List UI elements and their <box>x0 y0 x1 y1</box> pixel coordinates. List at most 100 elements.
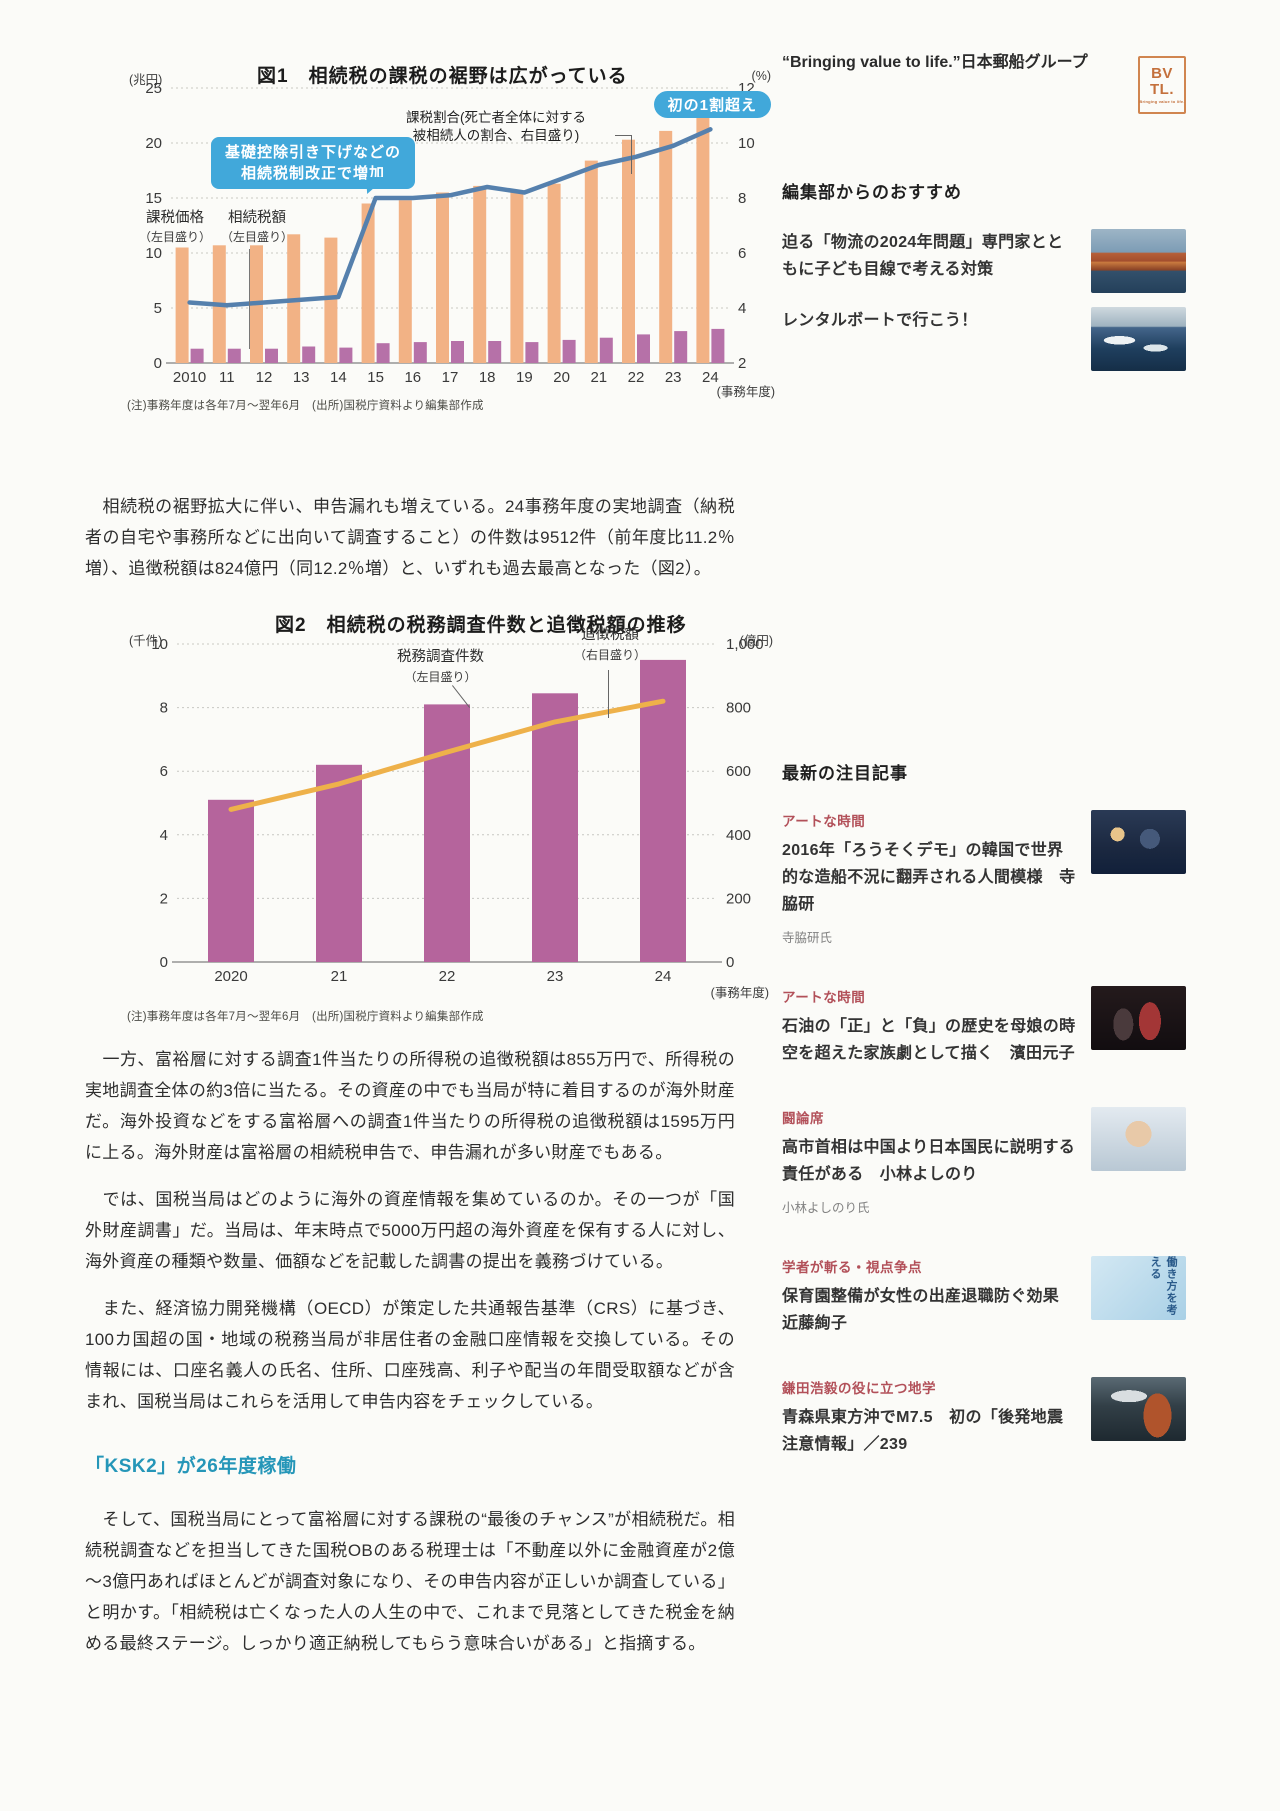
latest-articles-heading: 最新の注目記事 <box>782 764 908 783</box>
svg-text:19: 19 <box>516 369 533 386</box>
thumbnail-vertical-text: 働き方を考える <box>1149 1256 1177 1316</box>
article-column: 図1 相続税の課税の裾野は広がっている (兆円) (%) 0 5 10 15 20 25 2… <box>85 45 775 1659</box>
svg-text:5: 5 <box>154 300 162 317</box>
figure1-callout-line1: 基礎控除引き下げなどの <box>225 144 402 161</box>
film-scene-thumbnail-image[interactable] <box>1091 810 1186 874</box>
figure1-line-series-annotation: 課税割合(死亡者全体に対する 被相続人の割合、右目盛り) <box>377 109 615 145</box>
figure2-chart: 図2 相続税の税務調査件数と追徴税額の推移 (千件) (億円) 0 2 4 6 8 10 0… <box>125 596 775 1028</box>
article-byline: 小林よしのり氏 <box>782 1201 870 1215</box>
svg-text:15: 15 <box>145 190 162 207</box>
sidebar: “Bringing value to life.”日本郵船グループ BV TL.… <box>782 50 1186 1498</box>
article-category-label[interactable]: 学者が斬る・視点争点 <box>782 1260 922 1275</box>
container-port-thumbnail-image[interactable] <box>1091 229 1186 293</box>
article-title[interactable]: 2016年「ろうそくデモ」の韓国で世界的な造船不況に翻弄される人間模様 寺脇研 <box>782 842 1076 913</box>
portrait-thumbnail-image[interactable] <box>1091 1107 1186 1171</box>
svg-text:16: 16 <box>404 369 421 386</box>
figure1-x-axis-unit: (事務年度) <box>716 385 775 399</box>
figure1-bar2-sublabel: （左目盛り） <box>221 229 294 244</box>
recommend-item-rental-boat[interactable]: レンタルボートで行こう！ <box>782 307 1186 371</box>
article-category-label[interactable]: 鎌田浩毅の役に立つ地学 <box>782 1381 936 1396</box>
svg-text:11: 11 <box>219 369 235 386</box>
article-byline: 寺脇研氏 <box>782 931 833 945</box>
figure1-tax-reform-callout: 基礎控除引き下げなどの 相続税制改正で増加 <box>211 137 416 189</box>
bvtl-logo-icon[interactable]: BV TL. Bringing value to life. <box>1138 56 1186 114</box>
article-title[interactable]: 保育園整備が女性の出産退職防ぐ効果 近藤絢子 <box>782 1288 1076 1332</box>
svg-text:10: 10 <box>738 135 755 152</box>
figure1-bar1-label: 課税価格 <box>146 210 204 226</box>
figure1-plot-area: 0 5 10 15 20 25 2 4 6 8 10 12 2010 11 12 13 14 15 16 17 18 19… <box>125 75 775 410</box>
latest-article-geology[interactable]: 鎌田浩毅の役に立つ地学 青森県東方沖でM7.5 初の「後発地震注意情報」／239 <box>782 1377 1186 1458</box>
svg-text:0: 0 <box>726 954 734 971</box>
svg-text:17: 17 <box>442 369 459 386</box>
latest-article-oil-drama[interactable]: アートな時間 石油の「正」と「負」の歴史を母娘の時空を超えた家族劇として描く 濱… <box>782 986 1186 1067</box>
article-title[interactable]: 高市首相は中国より日本国民に説明する責任がある 小林よしのり <box>782 1139 1076 1183</box>
svg-text:6: 6 <box>738 245 746 262</box>
rental-boat-thumbnail-image[interactable] <box>1091 307 1186 371</box>
figure1-bar-label-connector <box>249 249 250 349</box>
paragraph-last-chance: そして、国税当局にとって富裕層に対する課税の“最後のチャンス”が相続税だ。相続税… <box>85 1510 735 1653</box>
svg-text:8: 8 <box>160 700 168 717</box>
svg-text:14: 14 <box>330 369 347 386</box>
article-category-label[interactable]: 闘論席 <box>782 1111 824 1126</box>
figure1-source-note: (注)事務年度は各年7月～翌年6月 (出所)国税庁資料より編集部作成 <box>127 400 484 412</box>
svg-text:21: 21 <box>331 968 348 985</box>
latest-article-candle-demo[interactable]: アートな時間 2016年「ろうそくデモ」の韓国で世界的な造船不況に翻弄される人間… <box>782 810 1186 946</box>
recommend-item-logistics[interactable]: 迫る「物流の2024年問題」専門家とともに子ども目線で考える対策 <box>782 229 1186 293</box>
latest-article-nursery[interactable]: 学者が斬る・視点争点 保育園整備が女性の出産退職防ぐ効果 近藤絢子 働き方を考え… <box>782 1256 1186 1337</box>
svg-text:22: 22 <box>628 369 645 386</box>
recommend-item-title[interactable]: レンタルボートで行こう！ <box>782 312 978 329</box>
bvtl-logo-line1: BV <box>1151 64 1173 82</box>
latest-article-touronseki[interactable]: 闘論席 高市首相は中国より日本国民に説明する責任がある 小林よしのり 小林よしの… <box>782 1107 1186 1216</box>
svg-text:23: 23 <box>665 369 682 386</box>
ad-text[interactable]: “Bringing value to life.”日本郵船グループ <box>782 54 1088 71</box>
svg-text:10: 10 <box>145 245 162 262</box>
article-title[interactable]: 石油の「正」と「負」の歴史を母娘の時空を超えた家族劇として描く 濱田元子 <box>782 1018 1076 1062</box>
figure2-x-axis-unit: (事務年度) <box>710 986 769 1000</box>
figure2-investigation-count-label: 税務調査件数 （左目盛り） <box>363 648 518 687</box>
svg-text:2: 2 <box>160 890 168 907</box>
figure2-plot-area: 0 2 4 6 8 10 0 200 400 600 800 1,000 2020 21 22 23 24 <box>125 636 775 1013</box>
figure1-annotation-connector <box>615 135 632 174</box>
svg-text:400: 400 <box>726 827 751 844</box>
svg-text:23: 23 <box>547 968 564 985</box>
figure2-bar-sublabel: （左目盛り） <box>404 669 477 684</box>
svg-text:15: 15 <box>367 369 384 386</box>
svg-text:20: 20 <box>145 135 162 152</box>
svg-text:24: 24 <box>702 369 719 386</box>
figure1-first-over-10percent-badge: 初の1割超え <box>653 91 771 118</box>
article-category-label[interactable]: アートな時間 <box>782 990 866 1005</box>
article-title[interactable]: 青森県東方沖でM7.5 初の「後発地震注意情報」／239 <box>782 1409 1064 1453</box>
figure1-line-annotation-line2: 被相続人の割合、右目盛り) <box>412 128 580 144</box>
figure2-source-note: (注)事務年度は各年7月～翌年6月 (出所)国税庁資料より編集部作成 <box>127 1011 484 1023</box>
figure1-chart: 図1 相続税の課税の裾野は広がっている (兆円) (%) 0 5 10 15 20 25 2… <box>125 61 775 413</box>
stage-scene-thumbnail-image[interactable] <box>1091 986 1186 1050</box>
svg-text:2010: 2010 <box>173 369 206 386</box>
svg-text:4: 4 <box>160 827 168 844</box>
bvtl-logo-caption: Bringing value to life. <box>1139 99 1185 105</box>
recommend-item-title[interactable]: 迫る「物流の2024年問題」専門家とともに子ども目線で考える対策 <box>782 234 1064 278</box>
figure2-line-sublabel: （右目盛り） <box>573 647 646 662</box>
svg-text:10: 10 <box>151 636 168 653</box>
figure1-title: 図1 相続税の課税の裾野は広がっている <box>257 66 628 87</box>
geology-thumbnail-image[interactable] <box>1091 1377 1186 1441</box>
figure1-inheritance-tax-label: 相続税額 （左目盛り） <box>221 209 293 247</box>
svg-text:18: 18 <box>479 369 496 386</box>
svg-text:2020: 2020 <box>214 968 247 985</box>
paragraph-oecd-crs: また、経済協力開発機構（OECD）が策定した共通報告基準（CRS）に基づき、10… <box>85 1299 735 1411</box>
svg-text:24: 24 <box>655 968 672 985</box>
svg-text:800: 800 <box>726 700 751 717</box>
figure1-right-axis-unit: (%) <box>751 69 771 83</box>
figure1-left-axis-unit: (兆円) <box>129 73 163 87</box>
workstyle-illustration-thumbnail-image[interactable]: 働き方を考える <box>1091 1256 1186 1320</box>
svg-text:600: 600 <box>726 763 751 780</box>
figure1-line-annotation-line1: 課税割合(死亡者全体に対する <box>406 110 586 125</box>
svg-text:8: 8 <box>738 190 746 207</box>
article-category-label[interactable]: アートな時間 <box>782 814 866 829</box>
bvtl-logo-line2: TL. <box>1150 80 1174 98</box>
svg-text:6: 6 <box>160 763 168 780</box>
svg-text:4: 4 <box>738 300 746 317</box>
paragraph-audit-record: 相続税の裾野拡大に伴い、申告漏れも増えている。24事務年度の実地調査（納税者の自… <box>85 497 735 578</box>
sidebar-ad-nyk[interactable]: “Bringing value to life.”日本郵船グループ BV TL.… <box>782 50 1186 114</box>
figure1-callout-line2: 相続税制改正で増加 <box>241 165 386 182</box>
recommend-heading: 編集部からのおすすめ <box>782 183 962 202</box>
